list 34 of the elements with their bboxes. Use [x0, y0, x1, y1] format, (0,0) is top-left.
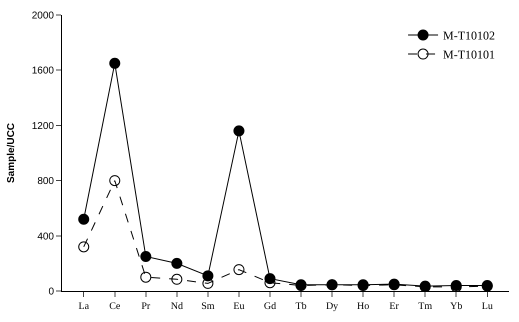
point — [233, 125, 244, 136]
x-tick-label: Pr — [141, 301, 151, 312]
x-tick-label: Er — [389, 301, 400, 312]
point — [140, 272, 152, 283]
point — [78, 214, 90, 225]
x-tick-label: La — [78, 301, 90, 312]
point — [202, 270, 214, 282]
y-tick-label: 400 — [37, 231, 54, 242]
y-axis-title: Sample/UCC — [6, 122, 17, 184]
legend-label: M-T10102 — [443, 28, 496, 43]
y-tick-label: 800 — [37, 176, 54, 188]
point — [171, 258, 182, 269]
y-tick-label: 1600 — [32, 66, 54, 77]
point — [171, 274, 182, 285]
x-tick-label: Lu — [482, 301, 493, 312]
point — [109, 58, 120, 69]
legend-label: M-T10101 — [443, 48, 496, 62]
point — [78, 241, 90, 252]
x-tick-label: Sm — [201, 301, 215, 312]
point — [233, 264, 244, 276]
x-tick-label: Yb — [450, 301, 462, 312]
x-tick-label: Ho — [356, 301, 370, 312]
x-tick-label: Gd — [264, 301, 276, 312]
x-tick-label: Dy — [326, 301, 338, 312]
x-tick-label: Tm — [418, 301, 432, 312]
x-tick-label: Ce — [109, 301, 121, 312]
x-tick-label: Eu — [233, 301, 244, 312]
y-tick-label: 0 — [48, 286, 54, 298]
y-tick-label: 2000 — [32, 10, 54, 22]
x-tick-label: Nd — [170, 301, 183, 312]
point — [109, 175, 120, 186]
x-tick-label: Tb — [295, 301, 307, 312]
point — [140, 251, 152, 262]
y-tick-label: 1200 — [32, 120, 54, 132]
